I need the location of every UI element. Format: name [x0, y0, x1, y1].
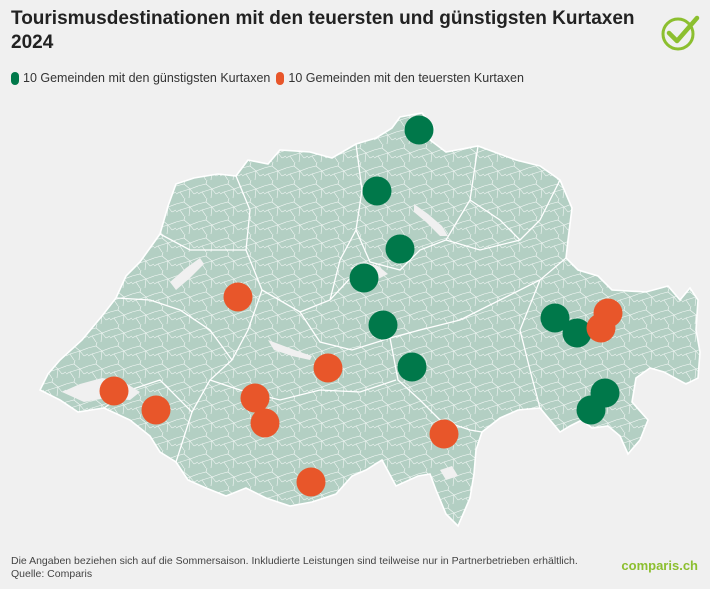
legend-label-most-expensive: 10 Gemeinden mit den teuersten Kurtaxen [288, 71, 524, 85]
checkmark-logo-icon [661, 15, 700, 51]
legend-swatch-most-expensive [276, 71, 285, 85]
lake-neuchatel [170, 258, 204, 290]
lake-zurich [414, 204, 448, 236]
comparis-brand: comparis.ch [621, 558, 698, 573]
switzerland-map [38, 112, 701, 528]
footer: Die Angaben beziehen sich auf die Sommer… [11, 555, 578, 581]
legend: 10 Gemeinden mit den günstigsten Kurtaxe… [11, 69, 530, 87]
page-title: Tourismusdestinationen mit den teuersten… [11, 8, 635, 53]
legend-swatch-cheapest [11, 71, 19, 85]
footer-source: Quelle: Comparis [11, 568, 93, 580]
lake-lugano [440, 466, 458, 480]
lake-thun-brienz [268, 340, 312, 360]
legend-item-most-expensive: 10 Gemeinden mit den teuersten Kurtaxen [276, 71, 524, 85]
legend-item-cheapest: 10 Gemeinden mit den günstigsten Kurtaxe… [11, 71, 270, 85]
legend-label-cheapest: 10 Gemeinden mit den günstigsten Kurtaxe… [23, 71, 271, 85]
footer-note: Die Angaben beziehen sich auf die Sommer… [11, 555, 578, 567]
canton-borders [103, 143, 567, 463]
municipality-borders [40, 113, 700, 526]
